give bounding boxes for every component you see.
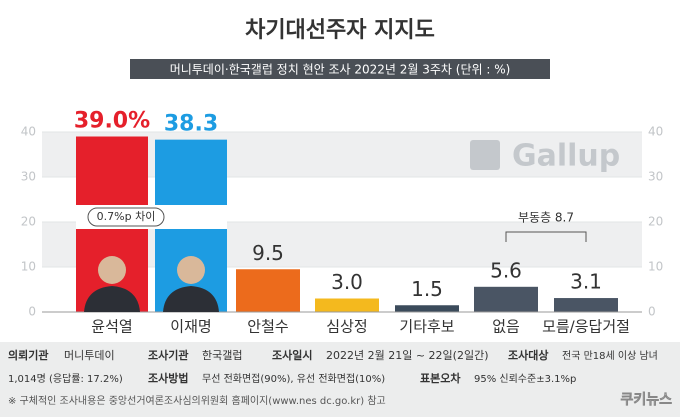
photo-body [84,286,140,312]
footer-text: 1,014명 (응답률: 17.2%) [8,373,123,385]
logo: Gallup [512,139,620,174]
subtitle-bg [130,59,550,79]
y-tick-label: 0 [28,305,36,319]
y-tick-label: 20 [21,215,36,229]
y2-tick-label: 30 [648,170,663,184]
photo-head [177,256,205,284]
photo-head [98,256,126,284]
y2-tick-label: 0 [648,305,656,319]
gap-pill [87,207,165,227]
bar [474,286,538,312]
y2-tick-label: 10 [648,260,663,274]
bar [236,269,300,312]
x-tick-label: 모름/응답거절 [542,318,630,336]
photo-body [163,286,219,312]
x-tick-label: 없음 [492,318,520,336]
value-label: 3.1 [570,270,602,294]
chart-subtitle: 머니투데이·한국갤럽 정치 현안 조사 2022년 2월 3주차 (단위 : %… [170,63,511,77]
footer-label: 조사기관 [148,348,188,362]
x-tick-label: 이재명 [170,318,211,336]
chart-title: 차기대선주자 지지도 [245,18,435,43]
footer-text: 머니투데이 [64,349,115,362]
value-label: 3.0 [331,270,363,294]
undecided-note: 부동층 8.7 [518,211,574,225]
footer-text: 한국갤럽 [202,348,242,362]
bracket [505,231,587,242]
value-label: 1.5 [411,277,443,301]
y2-tick-label: 20 [648,215,663,229]
footer-label: 조사방법 [148,371,188,385]
footer-label: 조사대상 [508,348,548,362]
bar [395,305,459,312]
bar [554,298,618,312]
logo-icon [470,140,500,170]
y-tick-label: 10 [21,260,36,274]
value-label: 39.0% [74,109,150,134]
value-label: 5.6 [490,258,522,282]
y-tick-label: 30 [21,170,36,184]
x-tick-label: 윤석열 [91,318,132,336]
footer-note: ※ 구체적인 조사내용은 중앙선거여론조사심의위원회 홈페이지(www.nes … [8,394,386,407]
footer-label: 표본오차 [420,371,461,385]
footer-bg [0,342,680,417]
footer-text: 무선 전화면접(90%), 유선 전화면접(10%) [202,373,385,385]
footer-label: 조사일시 [272,348,312,362]
footer-text: 2022년 2월 21일 ~ 22일(2일간) [326,348,489,362]
x-tick-label: 기타후보 [399,318,454,336]
bar [315,298,379,312]
y2-tick-label: 40 [648,125,663,139]
footer-text: 전국 만18세 이상 남녀 [562,350,658,362]
footer-text: 95% 신뢰수준±3.1%p [474,373,576,385]
footer-label: 의뢰기관 [8,348,48,362]
gap-note: 0.7%p 차이 [97,210,156,223]
value-label: 38.3 [164,112,218,137]
plot: 0 0 10 10 20 20 30 30 40 40 39.0% 윤석열 38.3 이재명 9.5 안철수 3… [21,109,664,336]
x-tick-label: 심상정 [326,318,367,336]
y-tick-label: 40 [21,125,36,139]
brand: 쿠키뉴스 [620,392,672,408]
x-tick-label: 안철수 [247,318,288,336]
value-label: 9.5 [252,241,284,265]
